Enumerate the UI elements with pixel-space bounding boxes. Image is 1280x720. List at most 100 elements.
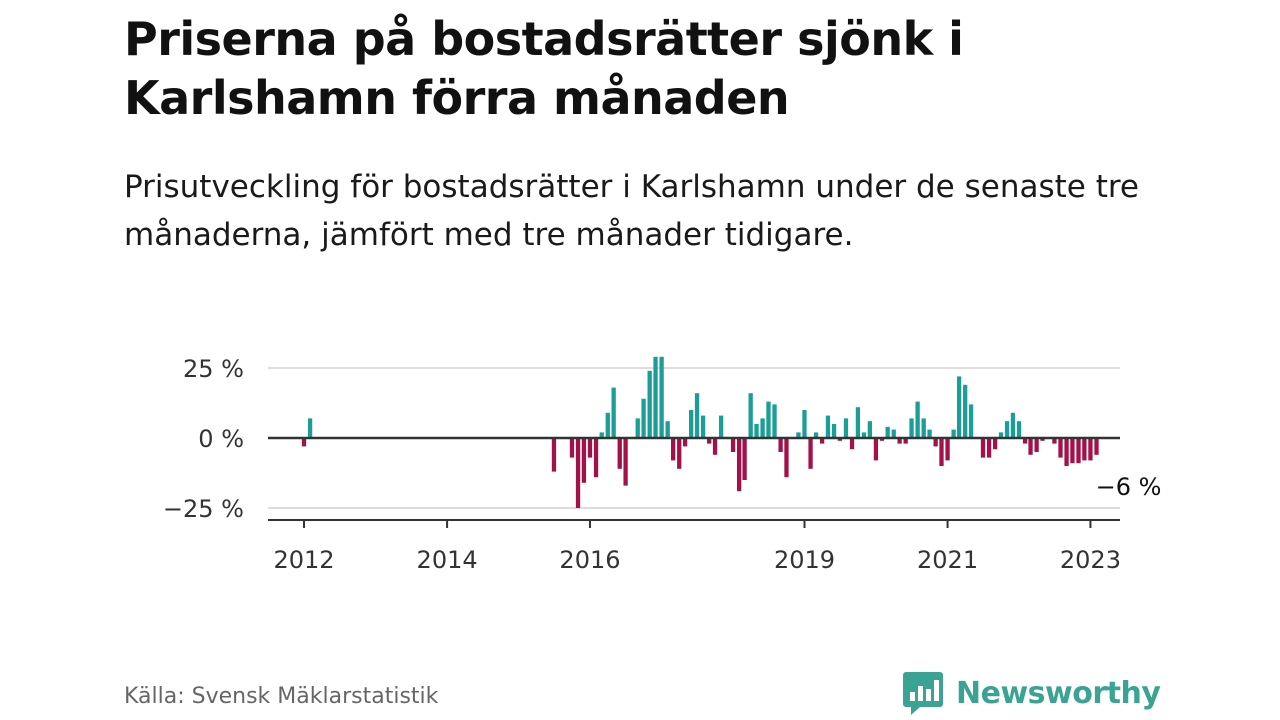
bar-layer [301, 356, 1099, 508]
bar [879, 438, 885, 441]
bar [885, 426, 890, 438]
bar [796, 432, 801, 438]
bar [587, 438, 593, 458]
bar [641, 398, 646, 438]
y-tick-label: 25 % [183, 355, 244, 383]
newsworthy-logo-icon [903, 672, 943, 715]
bar [945, 438, 950, 461]
bar [831, 424, 837, 438]
chart-subtitle: Prisutveckling för bostadsrätter i Karls… [124, 169, 1139, 253]
bar [551, 438, 557, 472]
bar [813, 432, 819, 438]
bar [581, 438, 587, 483]
bar [1058, 438, 1063, 458]
source-note: Källa: Svensk Mäklarstatistik [124, 684, 439, 709]
bar [921, 418, 926, 438]
bar [689, 410, 694, 438]
bar [956, 376, 962, 438]
bar [766, 401, 771, 438]
bar [968, 404, 974, 438]
bar [778, 438, 783, 452]
bar [903, 438, 908, 444]
bar [569, 438, 575, 458]
bar [1016, 421, 1022, 438]
bar [1088, 438, 1093, 461]
bar [1028, 438, 1033, 455]
bar [653, 356, 658, 438]
bar [617, 438, 622, 469]
x-tick-label: 2023 [1060, 546, 1121, 574]
y-tick-label: −25 % [163, 495, 244, 523]
bar [671, 438, 676, 461]
bar [748, 393, 753, 438]
bar [659, 356, 664, 438]
x-tick-label: 2019 [774, 546, 835, 574]
bar [802, 410, 807, 438]
bar [927, 429, 932, 438]
x-tick-label: 2014 [417, 546, 478, 574]
bar [754, 424, 759, 438]
bar [873, 438, 879, 461]
x-tick-label: 2016 [559, 546, 620, 574]
bar [1082, 438, 1087, 461]
bar [665, 421, 670, 438]
bar [855, 407, 861, 438]
chart-title: Priserna på bostadsrätter sjönk i Karlsh… [124, 12, 964, 125]
bar [825, 415, 831, 438]
bar [849, 438, 855, 450]
bar [891, 429, 896, 438]
bar [784, 438, 789, 478]
bar [677, 438, 682, 469]
bar [301, 438, 307, 447]
bar [736, 438, 742, 492]
bar [707, 438, 712, 444]
brand-logo: Newsworthy [902, 670, 1161, 716]
bar [986, 438, 992, 458]
bar [1076, 438, 1081, 464]
bar [1094, 438, 1099, 455]
bar [909, 418, 914, 438]
bar [611, 387, 616, 438]
bar [623, 438, 628, 486]
bar [1010, 412, 1016, 438]
bar [861, 432, 867, 438]
bar [1064, 438, 1069, 466]
bar [843, 418, 849, 438]
bar [760, 418, 765, 438]
last-value-label: −6 % [1096, 473, 1162, 501]
bar [933, 438, 938, 447]
bar [837, 438, 843, 441]
bar-chart: 25 % 0 % −25 % 2012 2014 2016 2019 2021 2023 −6 % [163, 355, 1162, 574]
x-tick-label: 2021 [917, 546, 978, 574]
bar [307, 418, 313, 438]
bar [808, 438, 813, 469]
bar [1040, 438, 1045, 441]
bar [682, 438, 688, 447]
bar [605, 412, 610, 438]
bar [694, 393, 700, 438]
bar [998, 432, 1004, 438]
bar [1052, 438, 1057, 444]
bar [897, 438, 902, 444]
bar [712, 438, 718, 455]
bar [1070, 438, 1075, 464]
bar [635, 418, 640, 438]
bar [867, 421, 873, 438]
bar [1022, 438, 1028, 444]
axis-layer [268, 436, 1120, 528]
bar [718, 415, 724, 438]
bar [593, 438, 599, 478]
bar [992, 438, 998, 450]
brand-name: Newsworthy [956, 675, 1161, 711]
bar [700, 415, 706, 438]
bar [730, 438, 736, 452]
bar [819, 438, 825, 444]
bar [963, 384, 968, 438]
grid-layer [268, 367, 1120, 509]
bar [772, 404, 777, 438]
bar [939, 438, 944, 466]
bar [980, 438, 986, 458]
bar [951, 429, 956, 438]
bar [647, 370, 652, 438]
bar [599, 432, 604, 438]
